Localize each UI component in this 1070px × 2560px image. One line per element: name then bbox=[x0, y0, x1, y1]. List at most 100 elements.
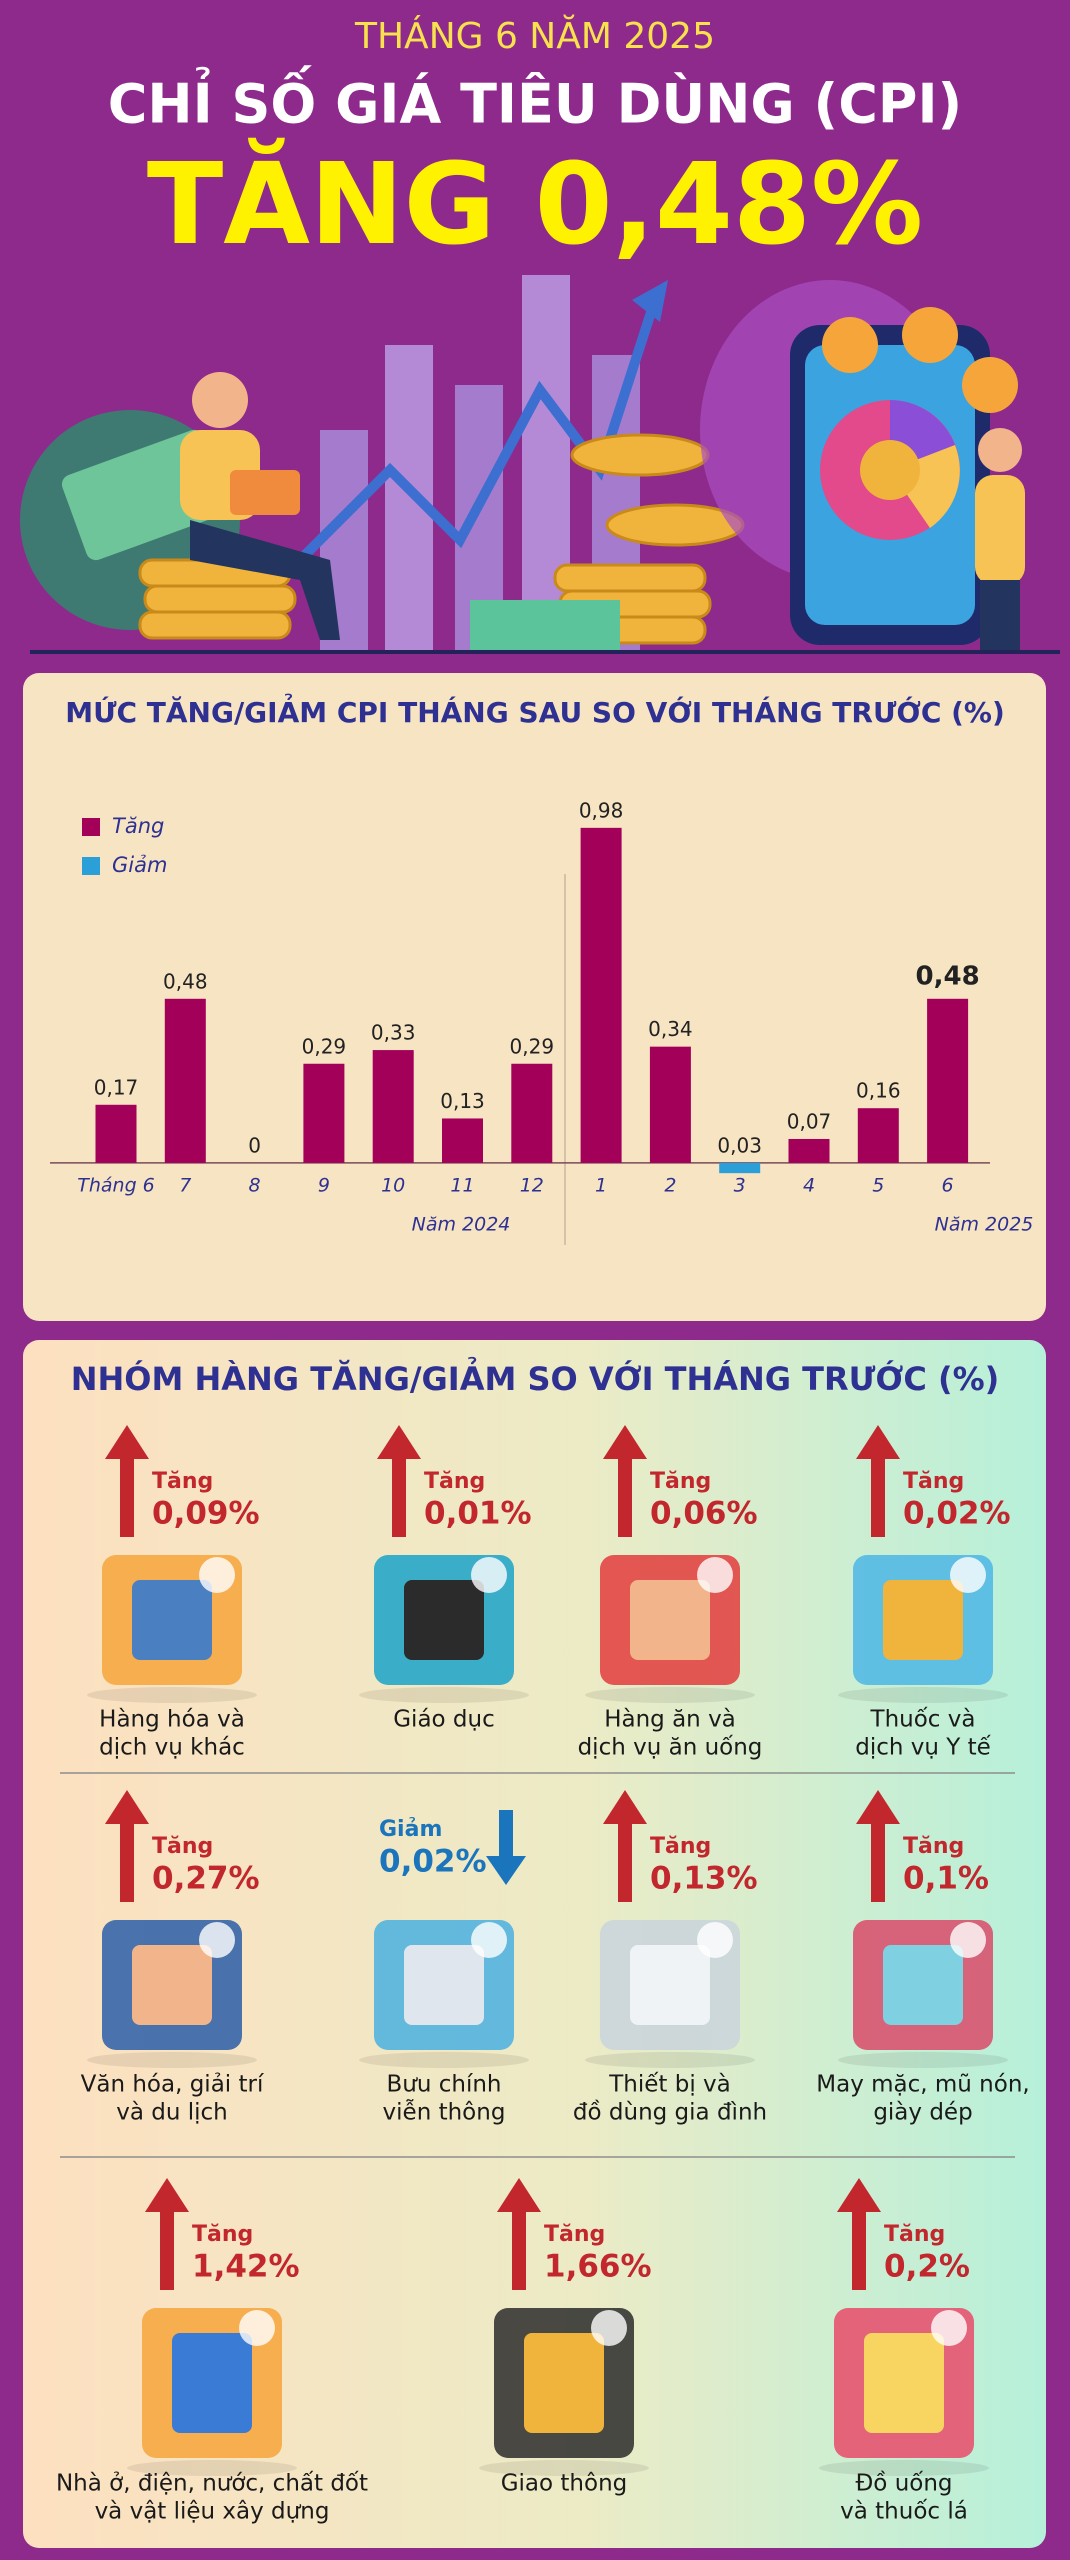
x-tick-label: 12 bbox=[520, 1175, 544, 1197]
value-label: 0,48 bbox=[163, 969, 208, 993]
arrow-head bbox=[497, 2178, 541, 2212]
group-icon bbox=[479, 2308, 649, 2476]
icon-detail bbox=[630, 1580, 710, 1660]
group-icon bbox=[127, 2308, 297, 2476]
group-icon bbox=[87, 1920, 257, 2068]
icon-accent bbox=[199, 1922, 235, 1958]
group-name: Văn hóa, giải trí bbox=[81, 2072, 264, 2098]
icon-detail bbox=[524, 2333, 604, 2433]
value-label: 0,34 bbox=[648, 1017, 693, 1041]
arrow-head bbox=[856, 1425, 900, 1459]
direction-label: Tăng bbox=[903, 1834, 964, 1859]
arrow-head bbox=[105, 1425, 149, 1459]
direction-label: Tăng bbox=[903, 1469, 964, 1494]
group-name: Thiết bị và bbox=[608, 2072, 731, 2098]
group-name: Giao thông bbox=[501, 2471, 628, 2497]
x-tick-label: 9 bbox=[318, 1175, 330, 1197]
arrow-head bbox=[105, 1790, 149, 1824]
icon-detail bbox=[172, 2333, 252, 2433]
arrow-head bbox=[145, 2178, 189, 2212]
value-label: 0,16 bbox=[856, 1079, 901, 1103]
bar-chart: Tháng 6 7 8 9 10 11 12 1 2 3 4 5 60,170,4800,290,330… bbox=[50, 798, 1033, 1236]
icon-accent bbox=[697, 1922, 733, 1958]
icon-accent bbox=[239, 2310, 275, 2346]
arrow-shaft bbox=[852, 2208, 866, 2290]
group-name: đồ dùng gia đình bbox=[573, 2100, 767, 2126]
illustration bbox=[20, 275, 1060, 654]
group-name: và vật liệu xây dựng bbox=[95, 2499, 330, 2525]
group-name: dịch vụ khác bbox=[99, 1735, 245, 1761]
group-name: Thuốc và bbox=[870, 1707, 976, 1733]
group-name: Nhà ở, điện, nước, chất đốt bbox=[56, 2471, 368, 2497]
icon-accent bbox=[931, 2310, 967, 2346]
icon-accent bbox=[471, 1922, 507, 1958]
x-tick-label: 4 bbox=[803, 1175, 815, 1197]
group-name: Hàng hóa và bbox=[99, 1707, 245, 1733]
group-icon bbox=[359, 1555, 529, 1703]
arrow-head bbox=[603, 1790, 647, 1824]
icon-accent bbox=[591, 2310, 627, 2346]
bar bbox=[164, 998, 206, 1163]
value-label: 0,29 bbox=[302, 1034, 347, 1058]
group-icon bbox=[87, 1555, 257, 1703]
icon-detail bbox=[404, 1580, 484, 1660]
icon-accent bbox=[471, 1557, 507, 1593]
bar bbox=[857, 1108, 899, 1163]
x-tick-label: 8 bbox=[249, 1175, 261, 1197]
direction-label: Tăng bbox=[152, 1469, 213, 1494]
direction-label: Giảm bbox=[379, 1817, 442, 1842]
bar bbox=[649, 1046, 691, 1163]
icon-detail bbox=[864, 2333, 944, 2433]
icon-shadow bbox=[127, 2460, 297, 2476]
value-label: 0 bbox=[248, 1133, 261, 1157]
value-label: 0,03 bbox=[717, 1133, 762, 1157]
title: CHỈ SỐ GIÁ TIÊU DÙNG (CPI) bbox=[108, 66, 962, 136]
change-value: 0,06% bbox=[650, 1496, 758, 1532]
group-name: Hàng ăn và bbox=[604, 1707, 736, 1733]
icon-detail bbox=[404, 1945, 484, 2025]
icon-detail bbox=[630, 1945, 710, 2025]
arrow-shaft bbox=[512, 2208, 526, 2290]
icon-shadow bbox=[87, 1687, 257, 1703]
change-value: 0,1% bbox=[903, 1861, 989, 1897]
change-value: 0,02% bbox=[903, 1496, 1011, 1532]
headline: TĂNG 0,48% bbox=[147, 138, 923, 270]
value-label: 0,29 bbox=[510, 1034, 555, 1058]
group-icon bbox=[838, 1555, 1008, 1703]
x-tick-label: 2 bbox=[664, 1175, 676, 1197]
arrow-head bbox=[603, 1425, 647, 1459]
icon-detail bbox=[883, 1945, 963, 2025]
bar bbox=[719, 1162, 761, 1174]
x-tick-label: 11 bbox=[450, 1175, 474, 1197]
value-label: 0,07 bbox=[787, 1109, 832, 1133]
arrow-head bbox=[856, 1790, 900, 1824]
x-tick-label: 6 bbox=[942, 1175, 954, 1197]
group-name: Bưu chính bbox=[386, 2072, 501, 2098]
value-label: 0,48 bbox=[916, 961, 980, 991]
year-label: Năm 2024 bbox=[412, 1214, 511, 1236]
icon-shadow bbox=[359, 1687, 529, 1703]
bar bbox=[511, 1063, 553, 1163]
arrow-shaft bbox=[618, 1455, 632, 1537]
group-name: May mặc, mũ nón, bbox=[816, 2072, 1029, 2098]
arrow-shaft bbox=[618, 1820, 632, 1902]
x-tick-label: 3 bbox=[734, 1175, 746, 1197]
icon-shadow bbox=[838, 2052, 1008, 2068]
change-value: 0,13% bbox=[650, 1861, 758, 1897]
icon-shadow bbox=[87, 2052, 257, 2068]
icon-detail bbox=[132, 1945, 212, 2025]
kicker: THÁNG 6 NĂM 2025 bbox=[354, 14, 715, 57]
direction-label: Tăng bbox=[544, 2222, 605, 2247]
legend-label: Tăng bbox=[112, 814, 164, 838]
direction-label: Tăng bbox=[152, 1834, 213, 1859]
change-value: 0,2% bbox=[884, 2249, 970, 2285]
value-label: 0,98 bbox=[579, 798, 624, 822]
icon-accent bbox=[199, 1557, 235, 1593]
group-name: Giáo dục bbox=[393, 1707, 495, 1733]
icon-shadow bbox=[479, 2460, 649, 2476]
groups-title: NHÓM HÀNG TĂNG/GIẢM SO VỚI THÁNG TRƯỚC (… bbox=[71, 1357, 1000, 1398]
group-name: và du lịch bbox=[116, 2100, 228, 2126]
bar bbox=[303, 1063, 345, 1163]
